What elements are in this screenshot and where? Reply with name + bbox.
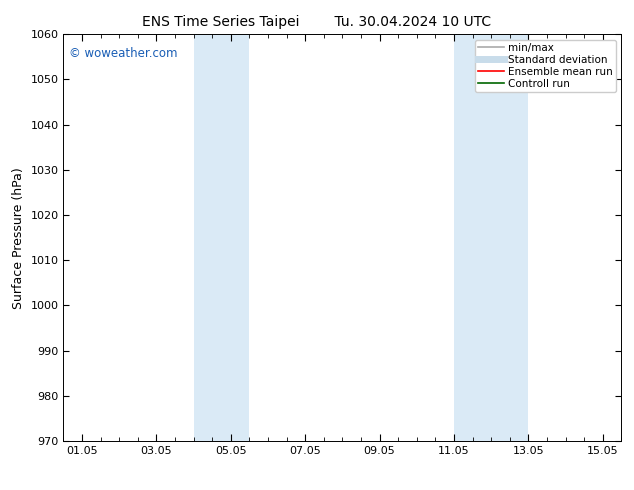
Text: ENS Time Series Taipei        Tu. 30.04.2024 10 UTC: ENS Time Series Taipei Tu. 30.04.2024 10…: [143, 15, 491, 29]
Bar: [193, 34, 212, 441]
Text: © woweather.com: © woweather.com: [69, 47, 178, 59]
Bar: [212, 34, 249, 441]
Legend: min/max, Standard deviation, Ensemble mean run, Controll run: min/max, Standard deviation, Ensemble me…: [475, 40, 616, 92]
Y-axis label: Surface Pressure (hPa): Surface Pressure (hPa): [12, 167, 25, 309]
Bar: [472, 34, 528, 441]
Bar: [454, 34, 472, 441]
